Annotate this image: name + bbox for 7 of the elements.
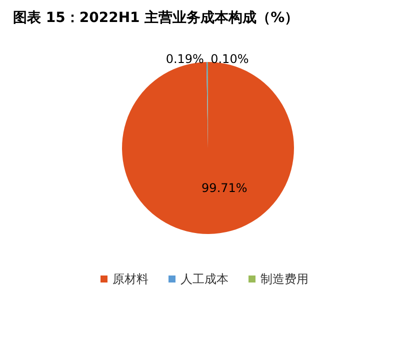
data-label: 0.19% — [166, 52, 204, 66]
data-label: 99.71% — [202, 181, 248, 195]
legend-label: 原材料 — [112, 272, 148, 286]
legend-label: 人工成本 — [180, 272, 228, 286]
data-label: 0.10% — [210, 52, 249, 66]
chart-title: 图表 15：2022H1 主营业务成本构成（%） — [13, 9, 299, 26]
legend-label: 制造费用 — [260, 272, 308, 286]
